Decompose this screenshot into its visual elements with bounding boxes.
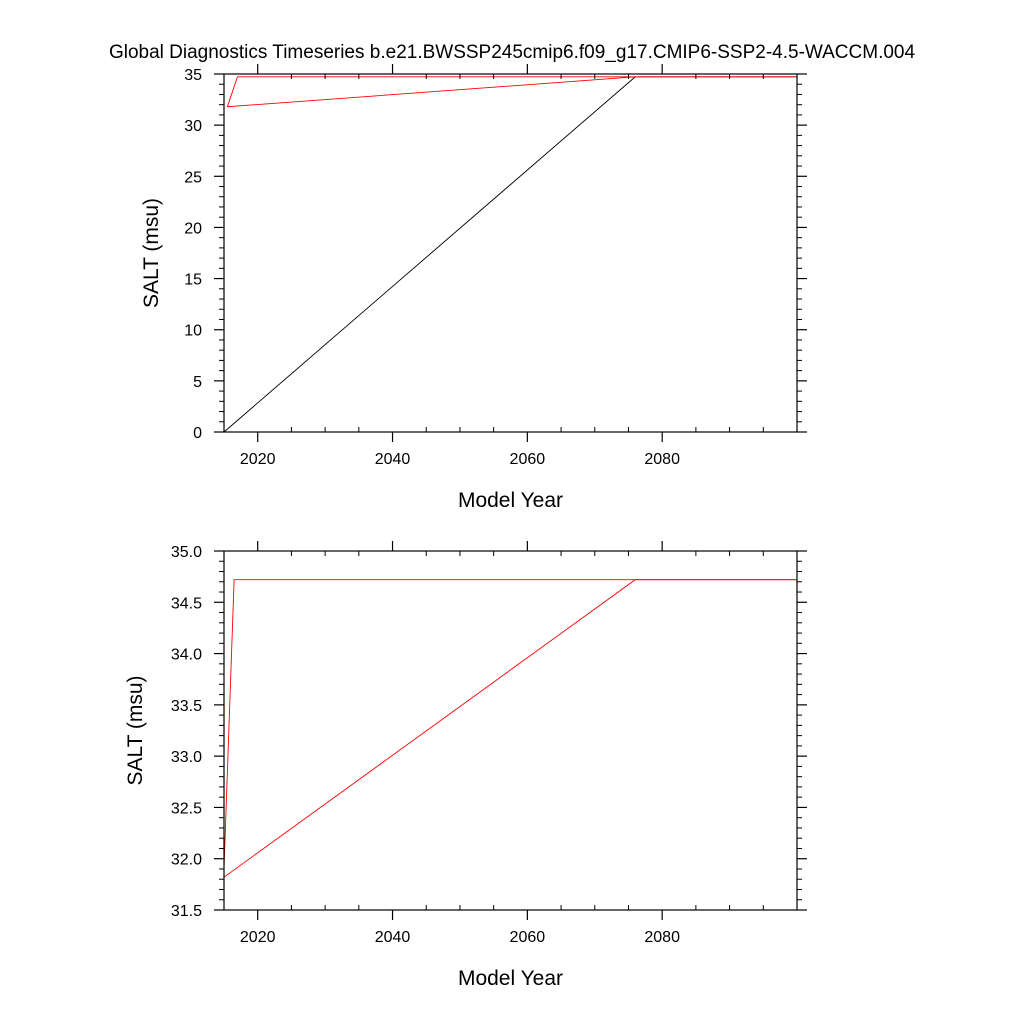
- y-axis-label: SALT (msu): [124, 675, 147, 785]
- y-tick-label: 34.0: [171, 647, 202, 664]
- y-axis-label: SALT (msu): [140, 198, 163, 308]
- y-tick-label: 15: [184, 272, 202, 289]
- y-tick-label: 33.0: [171, 749, 202, 766]
- y-tick-label: 35.0: [171, 544, 202, 561]
- x-axis-label: Model Year: [458, 489, 563, 512]
- x-tick-label: 2080: [644, 451, 680, 468]
- x-tick-label: 2060: [510, 451, 546, 468]
- x-tick-label: 2080: [644, 929, 680, 946]
- bottom-panel: 2020 2040 2060 2080 31.5 32.0 32.5 33.0 33.5 34.0…: [124, 541, 807, 990]
- y-tick-label: 20: [184, 220, 202, 237]
- top-panel: 2020 2040 2060 2080 0 5 10 15 20 25 30 35 Model Year…: [140, 64, 807, 512]
- series-line-1: [223, 579, 797, 878]
- y-tick-label: 32.0: [171, 852, 202, 869]
- y-tick-label: 31.5: [171, 903, 202, 920]
- y-tick-label: 25: [184, 169, 202, 186]
- series-line-1: [226, 76, 797, 108]
- x-axis-label: Model Year: [458, 967, 563, 990]
- series-line-0: [223, 579, 797, 869]
- y-tick-label: 32.5: [171, 800, 202, 817]
- x-tick-label: 2060: [510, 929, 546, 946]
- x-tick-label: 2020: [240, 451, 276, 468]
- series-line-0: [223, 76, 797, 433]
- x-tick-label: 2020: [240, 929, 276, 946]
- y-tick-label: 10: [184, 323, 202, 340]
- y-tick-label: 33.5: [171, 698, 202, 715]
- plot-frame: [223, 73, 798, 433]
- y-tick-label: 35: [184, 67, 202, 84]
- plot-frame: [223, 550, 798, 911]
- y-tick-label: 30: [184, 118, 202, 135]
- y-tick-label: 34.5: [171, 595, 202, 612]
- x-tick-label: 2040: [375, 929, 411, 946]
- figure-title: Global Diagnostics Timeseries b.e21.BWSS…: [109, 42, 916, 63]
- y-tick-label: 0: [193, 425, 202, 442]
- x-tick-label: 2040: [375, 451, 411, 468]
- y-tick-label: 5: [193, 374, 202, 391]
